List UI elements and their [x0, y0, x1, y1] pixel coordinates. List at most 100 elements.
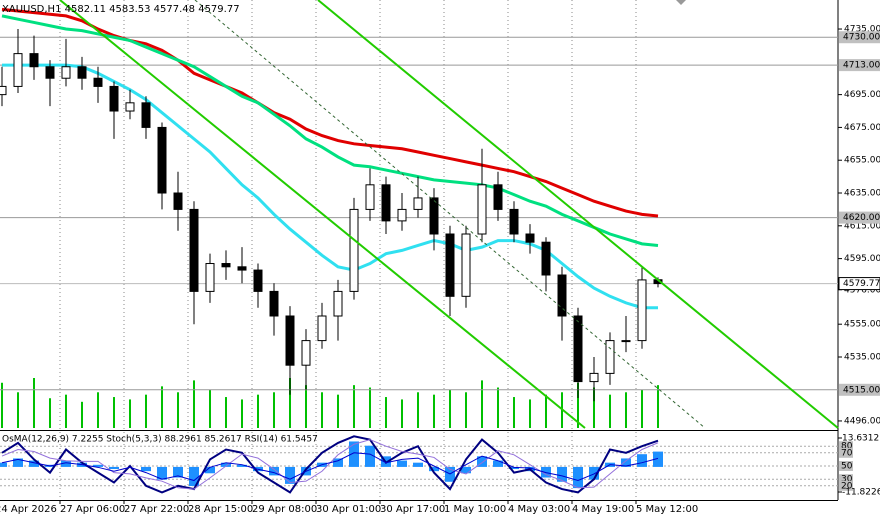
x-tick-label: 27 Apr 22:00: [124, 504, 189, 515]
volume-bar: [305, 385, 307, 428]
osma-bar: [0, 462, 7, 467]
osma-bar: [237, 464, 247, 467]
volume-bar: [81, 401, 83, 428]
volume-bar: [65, 394, 67, 428]
last-price-label: 4579.77: [843, 279, 880, 289]
candle-body: [269, 290, 279, 317]
volume-bar: [33, 378, 35, 428]
volume-bar: [97, 392, 99, 428]
oscillator-line: [1, 452, 659, 482]
x-tick-label: 29 Apr 08:00: [252, 504, 317, 515]
candle-body: [349, 208, 359, 292]
candle-body: [61, 66, 71, 79]
volume-bar: [225, 397, 227, 428]
osma-bar: [557, 466, 567, 482]
moving-average: [1, 7, 659, 218]
x-tick-label: 28 Apr 15:00: [188, 504, 253, 515]
y2-tick-label: 80: [841, 442, 853, 452]
osma-bar: [429, 466, 439, 472]
y-tick-label: 4675.00: [844, 123, 880, 133]
volume-bar: [1, 382, 3, 428]
candle-body: [173, 192, 183, 210]
candle-body: [125, 102, 135, 112]
osma-bar: [349, 441, 359, 467]
candle-body: [253, 269, 263, 292]
candle-body: [589, 372, 599, 383]
osma-bar: [589, 466, 599, 480]
x-tick-label: 27 Apr 06:00: [60, 504, 125, 515]
level-label: 4730.00: [843, 33, 880, 43]
candle-body: [285, 315, 295, 366]
candle-body: [605, 340, 615, 374]
candle-body: [317, 315, 327, 342]
volume-bar: [385, 397, 387, 428]
candle-body: [573, 315, 583, 383]
volume-bar: [433, 394, 435, 428]
y-tick-label: -11.8226: [842, 488, 880, 498]
candle-body: [397, 208, 407, 222]
level-label-box: [839, 441, 853, 452]
indicator-title: OsMA(12,26,9) 7.2255 Stoch(5,3,3) 88.296…: [2, 435, 318, 445]
y-tick-label: 4496.00: [844, 416, 880, 426]
candle-body: [525, 233, 535, 243]
osma-bar: [509, 466, 519, 470]
volume-bar: [593, 387, 595, 428]
y2-tick-label: 30: [841, 475, 853, 485]
y-tick-label: 4555.00: [844, 320, 880, 330]
level-label-box: [839, 474, 853, 485]
osma-bar: [413, 462, 423, 467]
candle-body: [541, 241, 551, 276]
chart-title: XAUUSD,H1 4582.11 4583.53 4577.48 4579.7…: [2, 4, 240, 15]
volume-bar: [241, 399, 243, 428]
osma-bar: [221, 462, 231, 467]
x-tick-label: 5 May 12:00: [636, 504, 698, 515]
volume-bar: [353, 385, 355, 428]
candle-body: [429, 197, 439, 235]
y-tick-label: 4535.00: [844, 352, 880, 362]
osma-bar: [621, 458, 631, 467]
candle-body: [77, 66, 87, 79]
y-tick-label: 4655.00: [844, 156, 880, 166]
osma-bar: [205, 466, 215, 474]
level-label: 4515.00: [843, 385, 880, 395]
x-tick-label: 24 Apr 2026: [0, 504, 57, 515]
volume-bar: [513, 397, 515, 428]
y-tick-label: 4595.00: [844, 254, 880, 264]
volume-bar: [193, 380, 195, 428]
volume-bar: [401, 399, 403, 428]
osma-bar: [13, 458, 23, 467]
y-tick-label: 4735.00: [844, 25, 880, 35]
x-tick-label: 30 Apr 01:00: [316, 504, 381, 515]
candle-body: [413, 197, 423, 210]
osma-bar: [637, 454, 647, 467]
moving-average: [1, 14, 659, 247]
osma-bar: [493, 460, 503, 467]
x-tick-label: 4 May 03:00: [508, 504, 570, 515]
volume-bar: [641, 389, 643, 428]
candle-body: [493, 184, 503, 210]
level-label-box: [839, 480, 853, 491]
x-tick-label: 30 Apr 17:00: [380, 504, 445, 515]
osma-bar: [477, 456, 487, 467]
volume-bar: [161, 386, 163, 428]
level-label-box: [839, 31, 880, 44]
volume-bar: [625, 392, 627, 428]
y2-tick-label: 70: [841, 448, 853, 458]
x-tick-label: 4 May 19:00: [572, 504, 634, 515]
y-tick-label: 4576.00: [844, 285, 880, 295]
volume-bar: [289, 378, 291, 428]
osma-bar: [29, 460, 39, 467]
candle-body: [157, 126, 167, 194]
candle-body: [365, 184, 375, 210]
osma-bar: [157, 466, 167, 480]
volume-bar: [369, 387, 371, 428]
candle-body: [189, 208, 199, 292]
osma-bar: [93, 464, 103, 467]
candle-body: [445, 233, 455, 297]
osma-bar: [173, 466, 183, 478]
candle-body: [141, 102, 151, 128]
volume-bar: [49, 398, 51, 428]
candle-body: [237, 266, 247, 271]
volume-bar: [145, 394, 147, 428]
level-label-box: [839, 211, 880, 224]
